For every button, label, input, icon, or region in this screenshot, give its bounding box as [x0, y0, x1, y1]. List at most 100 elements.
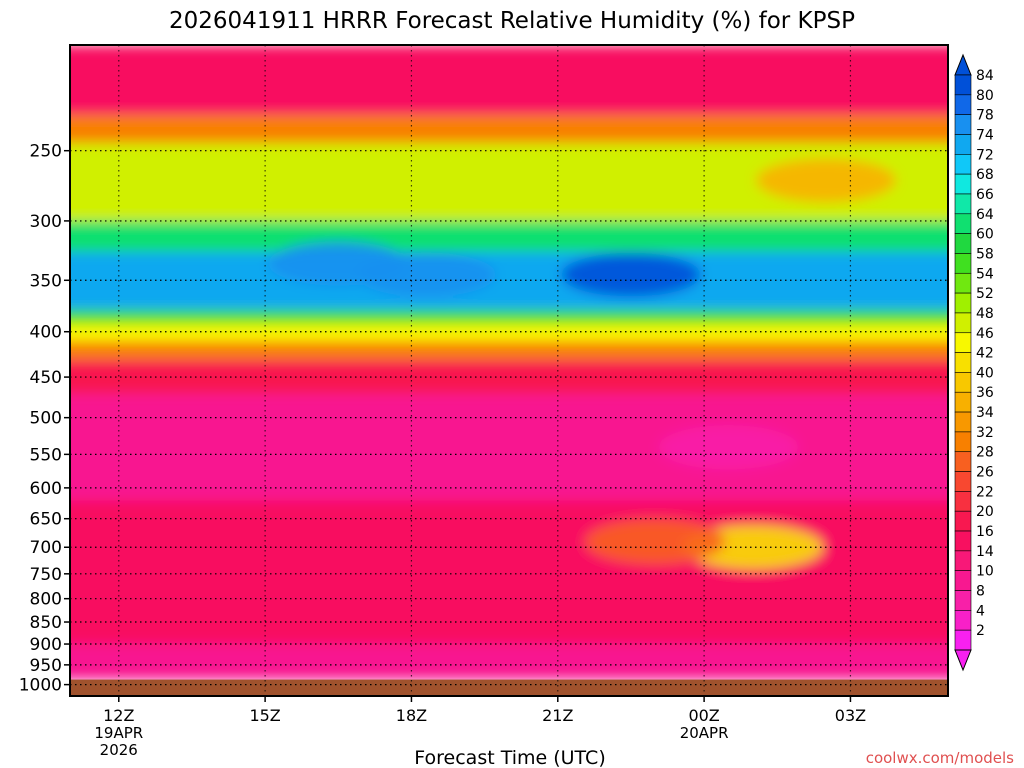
- colorbar-swatch: [954, 332, 972, 353]
- colorbar-swatch: [954, 372, 972, 393]
- colorbar-swatch: [954, 134, 972, 155]
- colorbar-swatch: [954, 510, 972, 532]
- colorbar-label: 28: [976, 445, 994, 461]
- humidity-field: [70, 45, 948, 680]
- y-tick-label: 600: [30, 479, 62, 499]
- humidity-band: [70, 220, 948, 252]
- x-tick-label: 15Z: [249, 706, 280, 725]
- humidity-band: [70, 309, 948, 324]
- humidity-band: [70, 644, 948, 680]
- colorbar-swatch: [954, 253, 972, 274]
- colorbar-swatch: [954, 471, 972, 492]
- colorbar-bottom-arrow: [954, 649, 972, 672]
- x-tick-sublabel: 19APR: [94, 724, 143, 742]
- colorbar-swatch: [954, 173, 972, 195]
- x-tick-label: 00Z: [688, 706, 719, 725]
- plot-area: [70, 45, 948, 696]
- colorbar-label: 22: [976, 484, 994, 500]
- colorbar-label: 42: [976, 346, 994, 362]
- humidity-feature-dry-mid-00z: [658, 425, 799, 470]
- y-tick-label: 300: [30, 212, 62, 232]
- colorbar-swatch: [954, 213, 972, 234]
- x-tick-label: 21Z: [542, 706, 573, 725]
- colorbar-label: 78: [976, 108, 994, 124]
- colorbar-label: 40: [976, 365, 994, 381]
- colorbar-label: 8: [976, 584, 985, 600]
- y-tick-label: 800: [30, 590, 62, 610]
- colorbar-swatch: [954, 610, 972, 631]
- colorbar-label: 16: [976, 524, 994, 540]
- colorbar-label: 64: [976, 207, 994, 223]
- colorbar-label: 14: [976, 544, 994, 560]
- y-tick-label: 500: [30, 409, 62, 429]
- pressure-axis: 2503003504004505005506006507007508008509…: [19, 142, 70, 696]
- humidity-band: [70, 323, 948, 342]
- colorbar-swatch: [954, 114, 972, 135]
- colorbar-label: 20: [976, 504, 994, 520]
- colorbar-label: 34: [976, 405, 994, 421]
- colorbar-swatch: [954, 94, 972, 115]
- colorbar-swatch: [954, 352, 972, 373]
- colorbar-swatch: [954, 74, 972, 96]
- humidity-band: [70, 500, 948, 645]
- colorbar-swatch: [954, 154, 972, 175]
- colorbar-label: 68: [976, 167, 994, 183]
- colorbar-label: 74: [976, 127, 994, 143]
- credit-text: coolwx.com/models: [866, 749, 1014, 767]
- colorbar-label: 72: [976, 147, 994, 163]
- colorbar-swatch: [954, 451, 972, 472]
- colorbar-label: 26: [976, 465, 994, 481]
- y-tick-label: 550: [30, 445, 62, 465]
- colorbar-swatch: [954, 272, 972, 294]
- colorbar-label: 4: [976, 603, 985, 619]
- colorbar-label: 10: [976, 564, 994, 580]
- colorbar-label: 2: [976, 623, 985, 639]
- humidity-feature-moist-lower-23z: [585, 519, 726, 564]
- colorbar-swatch: [954, 312, 972, 334]
- x-tick-sublabel: 20APR: [680, 724, 729, 742]
- grid-lines: [70, 45, 948, 696]
- colorbar-label: 48: [976, 306, 994, 322]
- plot-frame: [69, 44, 949, 697]
- colorbar-label: 54: [976, 266, 994, 282]
- y-tick-label: 950: [30, 656, 62, 676]
- x-tick-label: 03Z: [835, 706, 866, 725]
- x-tick-label: 12Z: [103, 706, 134, 725]
- colorbar-swatch: [954, 491, 972, 512]
- colorbar-label: 46: [976, 326, 994, 342]
- y-tick-label: 400: [30, 323, 62, 343]
- x-axis-label: Forecast Time (UTC): [414, 747, 605, 768]
- colorbar-swatch: [954, 629, 972, 651]
- colorbar-swatch: [954, 570, 972, 591]
- humidity-band: [70, 393, 948, 501]
- y-tick-label: 650: [30, 510, 62, 530]
- colorbar: 8480787472686664605854524846424036343228…: [954, 53, 994, 672]
- humidity-band: [70, 45, 948, 116]
- y-tick-label: 700: [30, 538, 62, 558]
- colorbar-swatch: [954, 590, 972, 611]
- colorbar-label: 52: [976, 286, 994, 302]
- colorbar-swatch: [954, 292, 972, 314]
- colorbar-label: 84: [976, 68, 994, 84]
- colorbar-label: 36: [976, 385, 994, 401]
- colorbar-swatch: [954, 530, 972, 552]
- colorbar-top-arrow: [954, 53, 972, 76]
- humidity-band: [70, 341, 948, 360]
- x-tick-label: 18Z: [396, 706, 427, 725]
- colorbar-label: 32: [976, 425, 994, 441]
- humidity-feature-dry-aloft-02z: [756, 158, 897, 203]
- colorbar-label: 58: [976, 246, 994, 262]
- colorbar-swatch: [954, 431, 972, 453]
- colorbar-label: 66: [976, 187, 994, 203]
- y-tick-label: 350: [30, 271, 62, 291]
- y-tick-label: 750: [30, 565, 62, 585]
- colorbar-label: 60: [976, 227, 994, 243]
- humidity-band: [70, 115, 948, 143]
- y-tick-label: 900: [30, 635, 62, 655]
- colorbar-swatch: [954, 193, 972, 215]
- y-tick-label: 850: [30, 613, 62, 633]
- colorbar-swatch: [954, 233, 972, 254]
- colorbar-swatch: [954, 411, 972, 433]
